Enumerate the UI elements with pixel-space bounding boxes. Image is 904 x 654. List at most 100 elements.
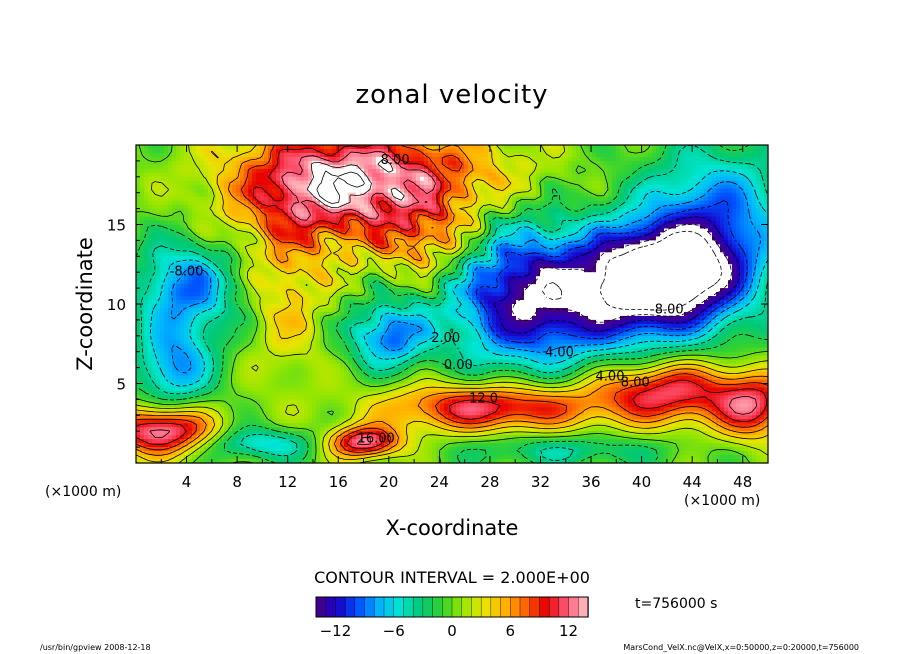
heatmap-cell bbox=[268, 264, 273, 269]
heatmap-cell bbox=[208, 156, 213, 162]
heatmap-cell bbox=[468, 176, 473, 182]
heatmap-cell bbox=[136, 172, 141, 178]
heatmap-cell bbox=[704, 145, 709, 150]
heatmap-cell bbox=[416, 268, 421, 273]
heatmap-cell bbox=[288, 224, 293, 230]
heatmap-cell bbox=[668, 176, 673, 182]
heatmap-cell bbox=[664, 212, 669, 218]
heatmap-cell bbox=[668, 188, 673, 194]
heatmap-cell bbox=[172, 208, 177, 214]
heatmap-cell bbox=[600, 248, 605, 253]
heatmap-cell bbox=[760, 160, 765, 166]
heatmap-cell bbox=[680, 196, 685, 202]
heatmap-cell bbox=[328, 180, 333, 186]
heatmap-cell bbox=[228, 160, 233, 166]
heatmap-cell bbox=[316, 208, 321, 214]
heatmap-cell bbox=[696, 224, 701, 230]
heatmap-cell bbox=[444, 188, 449, 194]
heatmap-cell bbox=[700, 148, 705, 154]
heatmap-cell bbox=[708, 224, 713, 230]
heatmap-cell bbox=[504, 208, 509, 214]
heatmap-cell bbox=[596, 236, 601, 242]
heatmap-cell bbox=[656, 196, 661, 202]
heatmap-cell bbox=[200, 160, 205, 166]
heatmap-cell bbox=[248, 208, 253, 214]
heatmap-cell bbox=[596, 160, 601, 166]
heatmap-cell bbox=[340, 260, 345, 265]
heatmap-cell bbox=[732, 212, 737, 218]
heatmap-cell bbox=[312, 152, 317, 158]
heatmap-cell bbox=[464, 176, 469, 182]
heatmap-cell bbox=[740, 200, 745, 206]
heatmap-cell bbox=[420, 152, 425, 158]
heatmap-cell bbox=[332, 220, 337, 226]
heatmap-cell bbox=[452, 260, 457, 265]
heatmap-cell bbox=[552, 236, 557, 242]
heatmap-cell bbox=[552, 168, 557, 174]
heatmap-cell bbox=[668, 224, 673, 230]
heatmap-cell bbox=[312, 256, 317, 261]
heatmap-cell bbox=[728, 208, 733, 214]
heatmap-cell bbox=[552, 224, 557, 230]
heatmap-cell bbox=[460, 204, 465, 210]
heatmap-cell bbox=[404, 172, 409, 178]
heatmap-cell bbox=[692, 228, 697, 234]
heatmap-cell bbox=[236, 240, 241, 245]
heatmap-cell bbox=[388, 192, 393, 198]
heatmap-cell bbox=[364, 208, 369, 214]
heatmap-cell bbox=[612, 204, 617, 210]
heatmap-cell bbox=[244, 260, 249, 265]
heatmap-cell bbox=[468, 264, 473, 269]
heatmap-cell bbox=[532, 204, 537, 210]
heatmap-cell bbox=[728, 148, 733, 154]
heatmap-cell bbox=[364, 200, 369, 206]
heatmap-cell bbox=[576, 148, 581, 154]
heatmap-cell bbox=[312, 208, 317, 214]
heatmap-cell bbox=[648, 220, 653, 226]
heatmap-cell bbox=[632, 200, 637, 206]
heatmap-cell bbox=[268, 224, 273, 230]
heatmap-cell bbox=[460, 196, 465, 202]
heatmap-cell bbox=[532, 152, 537, 158]
heatmap-cell bbox=[392, 196, 397, 202]
heatmap-cell bbox=[248, 224, 253, 230]
heatmap-cell bbox=[192, 196, 197, 202]
heatmap-cell bbox=[224, 236, 229, 242]
heatmap-cell bbox=[728, 180, 733, 186]
heatmap-cell bbox=[700, 200, 705, 206]
heatmap-cell bbox=[520, 200, 525, 206]
heatmap-cell bbox=[328, 148, 333, 154]
heatmap-cell bbox=[352, 164, 357, 170]
heatmap-cell bbox=[412, 152, 417, 158]
heatmap-cell bbox=[400, 168, 405, 174]
heatmap-cell bbox=[152, 168, 157, 174]
heatmap-cell bbox=[176, 268, 181, 273]
heatmap-cell bbox=[708, 180, 713, 186]
heatmap-cell bbox=[368, 152, 373, 158]
heatmap-cell bbox=[692, 232, 697, 238]
heatmap-cell bbox=[616, 172, 621, 178]
heatmap-cell bbox=[136, 145, 141, 150]
heatmap-cell bbox=[608, 248, 613, 253]
heatmap-cell bbox=[572, 156, 577, 162]
heatmap-cell bbox=[456, 240, 461, 245]
heatmap-cell bbox=[620, 156, 625, 162]
heatmap-cell bbox=[260, 184, 265, 190]
heatmap-cell bbox=[408, 244, 413, 249]
heatmap-cell bbox=[384, 216, 389, 222]
heatmap-cell bbox=[168, 192, 173, 198]
heatmap-cell bbox=[704, 152, 709, 158]
heatmap-cell bbox=[264, 184, 269, 190]
heatmap-cell bbox=[528, 252, 533, 257]
heatmap-cell bbox=[644, 180, 649, 186]
heatmap-cell bbox=[532, 248, 537, 253]
heatmap-cell bbox=[144, 268, 149, 273]
heatmap-cell bbox=[544, 152, 549, 158]
heatmap-cell bbox=[512, 204, 517, 210]
heatmap-cell bbox=[324, 248, 329, 253]
heatmap-cell bbox=[636, 236, 641, 242]
heatmap-cell bbox=[612, 212, 617, 218]
heatmap-cell bbox=[500, 176, 505, 182]
heatmap-cell bbox=[576, 192, 581, 198]
heatmap-cell bbox=[640, 260, 645, 265]
